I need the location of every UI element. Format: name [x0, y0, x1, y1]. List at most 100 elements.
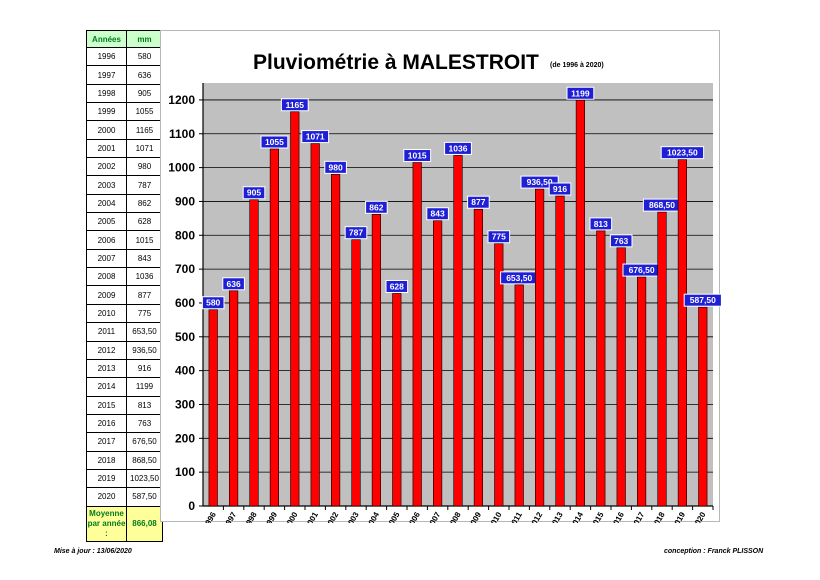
table-row: 1998 905: [86, 83, 163, 104]
data-label-box: [548, 182, 572, 196]
row-year: 2011: [86, 322, 127, 342]
bar-2000: [290, 111, 300, 507]
bar-2010: [494, 243, 504, 507]
y-tick-label: 1000: [168, 161, 195, 175]
row-year: 2003: [86, 175, 127, 195]
row-value: 1199: [126, 377, 163, 397]
table-body: 1996 580 1997 636 1998 905 1999 1055 2000 1165 200…: [86, 46, 163, 507]
bar-2013: [555, 195, 565, 507]
row-value: 587,50: [126, 487, 163, 507]
bar-2008: [453, 155, 463, 507]
data-label: 628: [390, 281, 404, 291]
table-row: 1999 1055: [86, 102, 163, 122]
plot-area: 0 100 200 300 400 500 600 700 800 900 1000 1100 1200…: [168, 83, 721, 523]
data-label: 1199: [571, 88, 590, 98]
bar-2018: [657, 211, 667, 507]
data-label: 905: [247, 188, 261, 198]
row-value: 1036: [126, 267, 163, 287]
data-label: 868,50: [649, 200, 675, 210]
author-credit: conception : Franck PLISSON: [664, 548, 764, 555]
x-tick-label: 2000: [283, 510, 300, 523]
y-tick-label: 800: [175, 228, 195, 242]
bar-2006: [412, 162, 422, 507]
bar-2012: [535, 188, 545, 507]
bar-1997: [229, 290, 239, 507]
rainfall-table: Années mm 1996 580 1997 636 1998 905 1999 1055 2…: [86, 30, 163, 542]
y-tick-label: 600: [175, 296, 195, 310]
x-tick-label: 2014: [568, 510, 585, 523]
table-row: 2016 763: [86, 413, 163, 434]
x-tick-label: 2020: [691, 510, 708, 523]
table-row: 2019 1023,50: [86, 468, 163, 489]
table-row: 2020 587,50: [86, 487, 163, 507]
y-tick-label: 400: [175, 364, 195, 378]
row-year: 2002: [86, 157, 127, 177]
data-label-box: [222, 277, 245, 291]
bar-2015: [596, 230, 606, 507]
row-value: 877: [126, 285, 163, 305]
average-label: Moyenne par année :: [86, 505, 127, 542]
row-year: 2005: [86, 212, 127, 232]
data-label-box: [242, 186, 266, 200]
data-label-box: [589, 217, 613, 231]
bar-2017: [637, 276, 647, 507]
data-label-box: [426, 207, 449, 221]
row-year: 2019: [86, 468, 127, 489]
bar-2001: [310, 143, 320, 507]
data-label: 813: [594, 219, 608, 229]
row-value: 813: [126, 395, 163, 415]
row-value: 868,50: [126, 450, 163, 470]
x-tick-label: 2004: [364, 510, 381, 523]
row-year: 1996: [86, 46, 127, 67]
data-label: 636: [227, 279, 241, 289]
bar-1998: [249, 199, 259, 507]
data-label: 843: [431, 209, 445, 219]
row-value: 787: [126, 175, 163, 195]
table-row: 2004 862: [86, 193, 163, 214]
bar-2016: [616, 247, 626, 507]
row-year: 2009: [86, 285, 127, 305]
y-tick-label: 300: [175, 397, 195, 411]
table-row: 1996 580: [86, 46, 163, 67]
data-label: 676,50: [629, 265, 655, 275]
y-tick-label: 100: [175, 465, 195, 479]
bar-2004: [371, 213, 381, 507]
table-row: 2011 653,50: [86, 322, 163, 342]
row-value: 763: [126, 413, 163, 434]
y-tick-label: 500: [175, 330, 195, 344]
row-year: 2007: [86, 248, 127, 269]
header-value: mm: [126, 30, 163, 48]
x-tick-label: 2011: [507, 510, 524, 523]
row-year: 1998: [86, 83, 127, 104]
y-tick-label: 1200: [168, 93, 195, 107]
row-year: 2018: [86, 450, 127, 470]
table-row: 2007 843: [86, 248, 163, 269]
x-tick-label: 1996: [201, 510, 218, 523]
y-tick-label: 900: [175, 194, 195, 208]
data-label-box: [280, 98, 309, 112]
data-label-box: [660, 146, 705, 160]
row-value: 843: [126, 248, 163, 269]
table-row: 1997 636: [86, 65, 163, 85]
row-value: 1055: [126, 102, 163, 122]
bar-2014: [575, 99, 585, 507]
row-value: 936,50: [126, 340, 163, 360]
row-value: 636: [126, 65, 163, 85]
y-tick-label: 200: [175, 431, 195, 445]
header-year: Années: [86, 30, 127, 48]
table-row: 2015 813: [86, 395, 163, 415]
x-tick-label: 2015: [589, 510, 606, 523]
row-value: 905: [126, 83, 163, 104]
x-tick-label: 2017: [630, 510, 647, 523]
update-date: Mise à jour : 13/06/2020: [54, 548, 132, 555]
x-tick-label: 2006: [405, 510, 422, 523]
bar-2003: [351, 239, 361, 507]
row-value: 916: [126, 358, 163, 379]
data-label: 787: [349, 228, 363, 238]
row-year: 1997: [86, 65, 127, 85]
row-year: 2012: [86, 340, 127, 360]
table-row: 2005 628: [86, 212, 163, 232]
row-year: 2008: [86, 267, 127, 287]
table-row: 2013 916: [86, 358, 163, 379]
bar-1999: [269, 148, 279, 507]
